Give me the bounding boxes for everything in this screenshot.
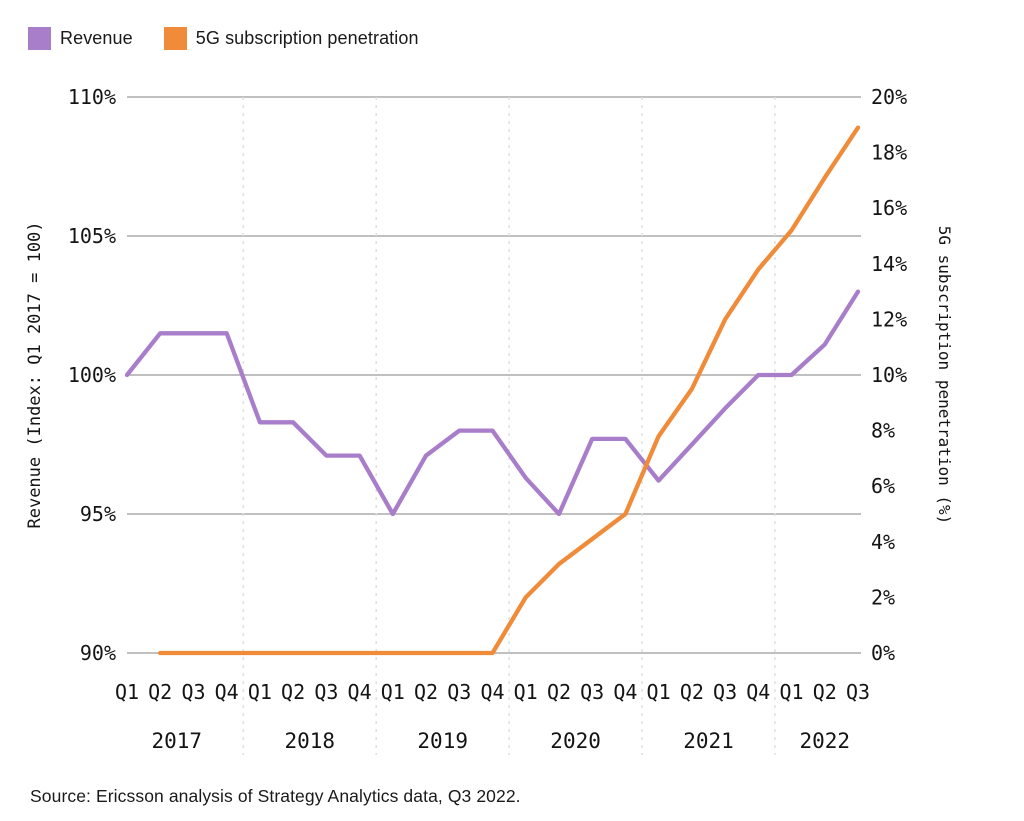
x-axis-quarter-label: Q2 xyxy=(680,680,704,704)
right-axis-tick-label: 4% xyxy=(871,530,895,554)
legend: Revenue 5G subscription penetration xyxy=(28,27,419,50)
right-axis-tick-label: 8% xyxy=(871,419,895,443)
x-axis-quarter-label: Q3 xyxy=(181,680,205,704)
x-axis-quarter-label: Q4 xyxy=(613,680,637,704)
x-axis-quarter-label: Q1 xyxy=(381,680,405,704)
left-axis-tick-label: 95% xyxy=(80,502,116,526)
x-axis-quarter-label: Q4 xyxy=(746,680,770,704)
x-axis-quarter-label: Q2 xyxy=(414,680,438,704)
x-axis-quarter-label: Q3 xyxy=(314,680,338,704)
x-axis-year-label: 2021 xyxy=(683,729,734,753)
x-axis-quarter-label: Q1 xyxy=(779,680,803,704)
left-axis-tick-label: 110% xyxy=(68,85,116,109)
left-axis-tick-label: 90% xyxy=(80,641,116,665)
legend-label-revenue: Revenue xyxy=(60,28,133,48)
x-axis-year-label: 2020 xyxy=(550,729,601,753)
x-axis-quarter-label: Q2 xyxy=(547,680,571,704)
right-axis-tick-label: 10% xyxy=(871,363,907,387)
x-axis-quarter-label: Q1 xyxy=(514,680,538,704)
series-line-5g-subscription-penetration xyxy=(158,125,861,656)
right-axis-tick-label: 16% xyxy=(871,196,907,220)
right-axis-tick-label: 12% xyxy=(871,307,907,331)
right-axis-tick-label: 0% xyxy=(871,641,895,665)
x-axis-quarter-label: Q3 xyxy=(447,680,471,704)
legend-item-revenue: Revenue xyxy=(28,27,133,50)
x-axis-quarter-label: Q1 xyxy=(248,680,272,704)
5g-swatch xyxy=(163,27,187,50)
x-axis-quarter-label: Q4 xyxy=(480,680,504,704)
series-line-revenue xyxy=(124,289,861,517)
source-note: Source: Ericsson analysis of Strategy An… xyxy=(30,786,521,806)
right-axis-tick-label: 20% xyxy=(871,85,907,109)
x-axis-quarter-label: Q4 xyxy=(215,680,239,704)
x-axis-quarter-label: Q1 xyxy=(115,680,139,704)
x-axis-year-label: 2019 xyxy=(417,729,468,753)
x-axis-quarter-label: Q1 xyxy=(647,680,671,704)
legend-label-5g: 5G subscription penetration xyxy=(195,28,419,48)
right-axis-title: 5G subscription penetration (%) xyxy=(935,226,954,525)
left-axis-tick-label: 105% xyxy=(68,224,116,248)
left-axis-title: Revenue (Index: Q1 2017 = 100) xyxy=(25,221,45,528)
x-axis-quarter-label: Q2 xyxy=(148,680,172,704)
right-axis-tick-label: 2% xyxy=(871,585,895,609)
revenue-swatch xyxy=(28,27,51,50)
x-axis-year-label: 2017 xyxy=(152,729,203,753)
x-axis-quarter-label: Q3 xyxy=(846,680,870,704)
x-axis-quarter-label: Q3 xyxy=(713,680,737,704)
x-axis-quarter-label: Q4 xyxy=(348,680,372,704)
left-axis-tick-label: 100% xyxy=(68,363,116,387)
x-axis-year-label: 2022 xyxy=(800,729,851,753)
x-axis-quarter-label: Q3 xyxy=(580,680,604,704)
right-axis-tick-label: 14% xyxy=(871,252,907,276)
right-axis-tick-label: 6% xyxy=(871,474,895,498)
legend-item-5g: 5G subscription penetration xyxy=(163,27,419,50)
x-axis-quarter-label: Q2 xyxy=(813,680,837,704)
right-axis-tick-label: 18% xyxy=(871,141,907,165)
x-axis-quarter-label: Q2 xyxy=(281,680,305,704)
x-axis-year-label: 2018 xyxy=(285,729,336,753)
